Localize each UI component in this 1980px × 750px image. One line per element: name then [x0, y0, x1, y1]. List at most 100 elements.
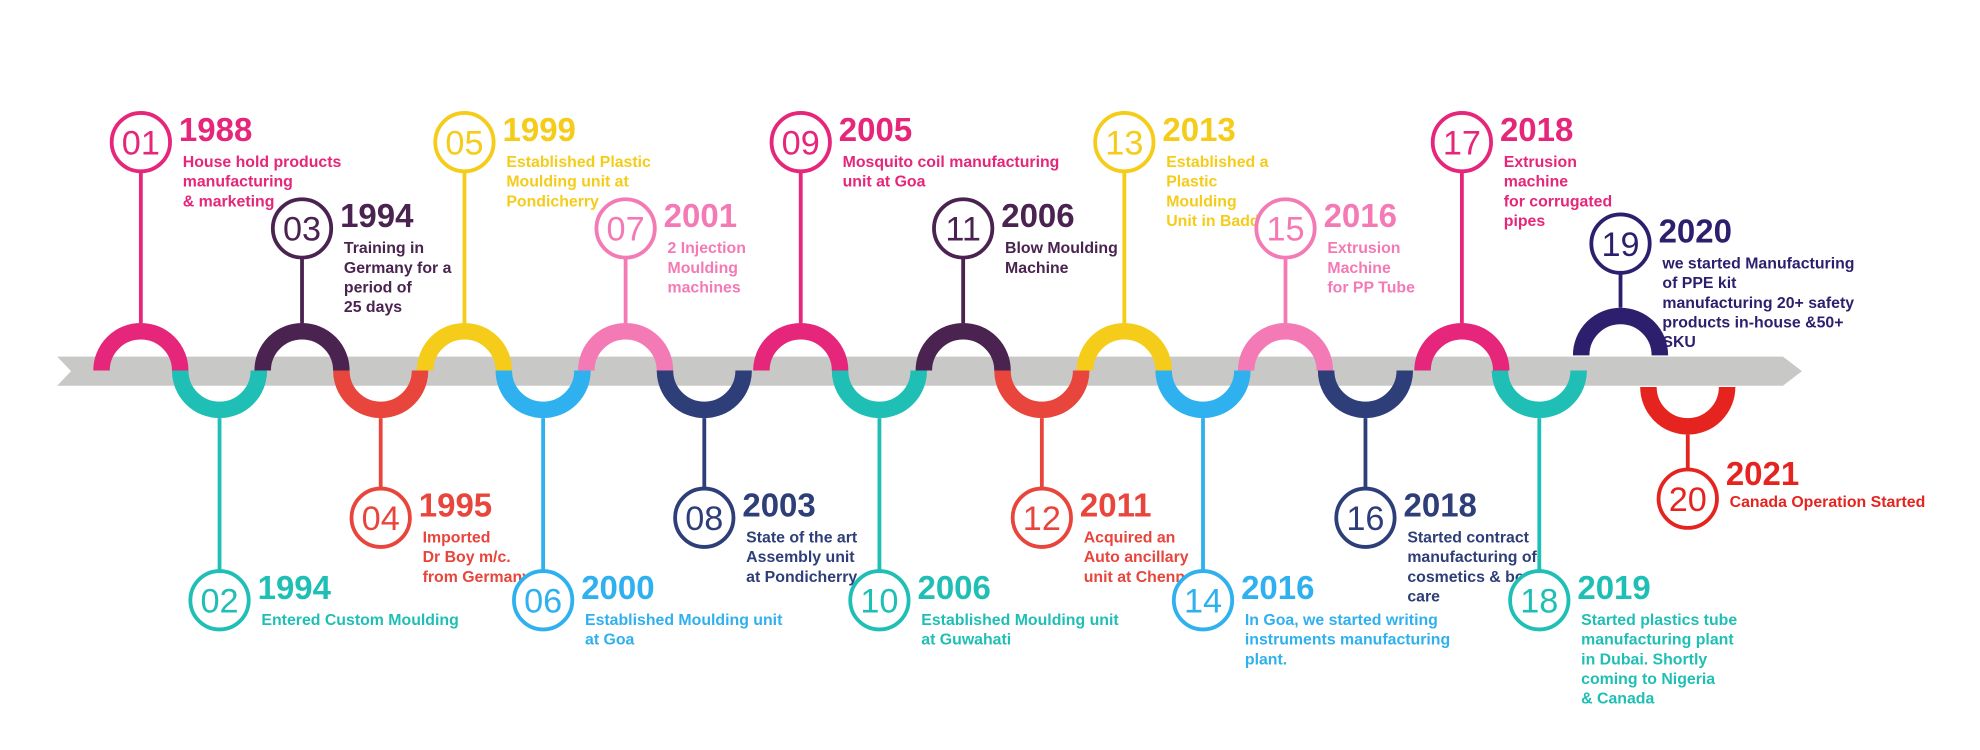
milestone-description: Extrusion [1327, 240, 1400, 257]
milestone-description: State of the art [746, 530, 858, 547]
milestone: 11 2006 Blow Moulding Machine [915, 197, 1118, 371]
milestone-description: for corrugated [1504, 193, 1612, 210]
milestone-number: 07 [607, 211, 645, 249]
milestone-year: 2016 [1324, 197, 1397, 234]
milestone-description: Established a [1166, 154, 1268, 171]
milestone: 01 1988 House hold products manufacturing & … [93, 111, 342, 371]
milestone-number: 18 [1520, 583, 1558, 621]
milestone: 02 1994 Entered Custom Moulding [171, 370, 459, 632]
milestone: 05 1999 Established Plastic Moulding unit a… [416, 111, 651, 371]
number-circle [1171, 569, 1235, 632]
milestone-description: Pondicherry [506, 193, 599, 210]
milestone-year: 2016 [1241, 569, 1314, 606]
milestone-number: 13 [1105, 124, 1143, 162]
milestone-description: House hold products [183, 154, 342, 171]
milestone-year: 1999 [503, 111, 576, 148]
milestone-year: 2019 [1577, 569, 1650, 606]
milestone-year: 2000 [581, 569, 654, 606]
milestone-description: Established Plastic [506, 154, 651, 171]
milestone-number: 10 [860, 583, 898, 621]
timeline-ring [753, 322, 849, 371]
milestone-description: Canada Operation Started [1730, 494, 1926, 511]
milestone-year: 2006 [917, 569, 990, 606]
milestone-number: 15 [1266, 211, 1304, 249]
milestone-number: 01 [122, 124, 160, 162]
milestone-description: Machine [1005, 260, 1069, 277]
milestone-description: Entered Custom Moulding [261, 612, 458, 629]
number-circle [1334, 486, 1397, 549]
milestone-description: 25 days [344, 299, 402, 316]
milestone-description: Moulding [1166, 193, 1236, 210]
timeline-band [57, 356, 1802, 386]
milestone-description: Plastic [1166, 174, 1217, 191]
milestone-description: machines [667, 280, 740, 297]
milestone-description: from Germany [423, 569, 532, 586]
timeline-ring [254, 322, 350, 371]
milestone: 07 2001 2 Injection Moulding machines [578, 197, 746, 371]
number-circle [433, 111, 496, 174]
milestone-description: Extrusion [1504, 154, 1577, 171]
milestone-number: 19 [1601, 226, 1639, 264]
number-circle [188, 569, 251, 632]
number-circle [270, 197, 334, 260]
milestone-year: 1994 [258, 569, 332, 606]
milestone-description: machine [1504, 174, 1569, 191]
milestone-description: Started plastics tube [1581, 612, 1737, 629]
timeline-ring [1076, 322, 1172, 371]
milestone-description: care [1407, 589, 1440, 606]
number-circle [594, 197, 657, 260]
milestone-number: 09 [782, 124, 820, 162]
milestone-year: 1988 [179, 111, 252, 148]
milestone: 12 2011 Acquired an Auto ancillary unit at C… [994, 370, 1198, 586]
number-circle [848, 569, 911, 632]
milestone-description: plant. [1245, 651, 1287, 668]
number-circle [1010, 486, 1073, 549]
number-circle [109, 111, 172, 174]
milestone-description: In Goa, we started writing [1245, 612, 1438, 629]
milestone-description: Imported [423, 530, 491, 547]
milestone: 20 2021 Canada Operation Started [1640, 386, 1926, 530]
milestone: 04 1995 Imported Dr Boy m/c. from Germany [333, 370, 532, 586]
milestone: 09 2005 Mosquito coil manufacturing unit at… [753, 111, 1059, 371]
milestone-year: 2020 [1659, 212, 1732, 249]
number-circle [932, 197, 995, 260]
timeline-ring [93, 322, 189, 371]
timeline-ring [416, 322, 513, 371]
milestone-description: manufacturing of [1407, 549, 1537, 566]
milestone-description: of PPE kit [1662, 275, 1737, 292]
timeline-ring [578, 322, 674, 371]
milestone-description: Moulding [667, 260, 737, 277]
milestone-description: Dr Boy m/c. [423, 549, 511, 566]
number-circle [349, 486, 412, 549]
timeline-ring [495, 370, 591, 419]
number-circle [1656, 467, 1719, 530]
number-circle [769, 111, 832, 174]
number-circle [1589, 212, 1652, 275]
milestone-number: 05 [445, 124, 483, 162]
milestone-description: we started Manufacturing [1661, 255, 1854, 272]
milestone-description: Moulding unit at [506, 174, 629, 191]
milestone-year: 2003 [742, 487, 815, 524]
timeline-ring [1155, 370, 1251, 419]
milestone-description: Blow Moulding [1005, 240, 1118, 257]
milestone-year: 2013 [1162, 111, 1235, 148]
timeline-ring [656, 370, 752, 419]
milestone-number: 06 [524, 583, 562, 621]
milestone: 19 2020 we started Manufacturing of PPE kit… [1572, 212, 1854, 356]
timeline-ring [1640, 386, 1736, 435]
milestone-description: period of [344, 280, 413, 297]
number-circle [1508, 569, 1571, 632]
timeline-ring [171, 370, 268, 419]
milestone-number: 17 [1443, 124, 1481, 162]
milestone: 10 2006 Established Moulding unit at Guwaha… [831, 370, 1119, 649]
number-circle [512, 569, 575, 632]
milestone-number: 14 [1184, 583, 1222, 621]
milestone-number: 04 [362, 500, 400, 538]
milestone-number: 20 [1669, 481, 1707, 519]
milestone-year: 2021 [1726, 455, 1799, 492]
milestone-description: Established Moulding unit [921, 612, 1119, 629]
milestone-description: coming to Nigeria [1581, 671, 1715, 688]
milestone: 13 2013 Established a Plastic Moulding Unit i… [1076, 111, 1269, 371]
